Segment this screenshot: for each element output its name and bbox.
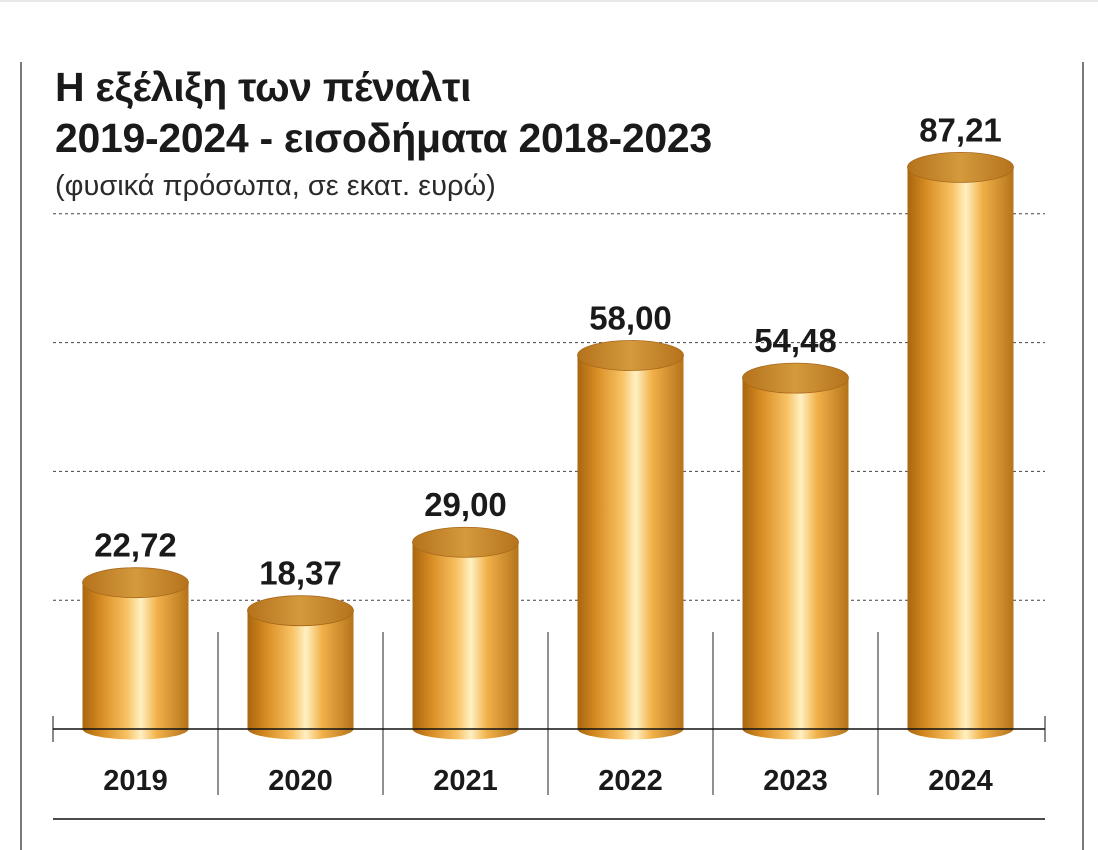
category-labels: 2019 2020 2021 2022 2023 2024 (52, 716, 1046, 797)
category-label-2024: 2024 (928, 765, 993, 797)
chart-title-line-2: 2019-2024 - εισοδήματα 2018-2023 (55, 115, 712, 161)
bar-top (82, 567, 189, 599)
bar-top (247, 595, 354, 627)
bar-2019 (82, 567, 189, 740)
category-label-2021: 2021 (433, 765, 498, 797)
bar-2023 (742, 362, 849, 740)
bar-body (412, 542, 519, 729)
bar-top (742, 362, 849, 394)
bar-2021 (412, 526, 519, 740)
bar-top (577, 340, 684, 371)
category-label-2019: 2019 (103, 765, 168, 797)
chart-subtitle: (φυσικά πρόσωπα, σε εκατ. ευρώ) (55, 170, 496, 202)
bar-top (907, 151, 1014, 183)
bar-top (412, 526, 519, 558)
bar-2024 (907, 151, 1014, 740)
bar-body (577, 355, 684, 729)
category-label-2020: 2020 (268, 765, 333, 797)
value-label-2021: 29,00 (424, 486, 507, 523)
bar-body (742, 378, 849, 729)
gridlines (53, 213, 1045, 601)
chart-title-line-1: Η εξέλιξη των πέναλτι (55, 64, 472, 110)
category-label-2023: 2023 (763, 765, 828, 797)
value-label-2022: 58,00 (589, 299, 672, 336)
bar-body (82, 582, 189, 729)
value-label-2019: 22,72 (94, 527, 177, 564)
bar-body (907, 167, 1014, 729)
value-label-2023: 54,48 (754, 322, 837, 359)
bar-2020 (247, 595, 354, 740)
category-label-2022: 2022 (598, 765, 663, 797)
bar-2022 (577, 340, 684, 740)
value-label-2024: 87,21 (919, 111, 1002, 148)
value-labels: 22,72 18,37 29,00 58,00 54,48 87,21 (94, 111, 1002, 591)
bars-group (82, 151, 1014, 740)
value-label-2020: 18,37 (259, 555, 342, 592)
bar-body (247, 610, 354, 729)
